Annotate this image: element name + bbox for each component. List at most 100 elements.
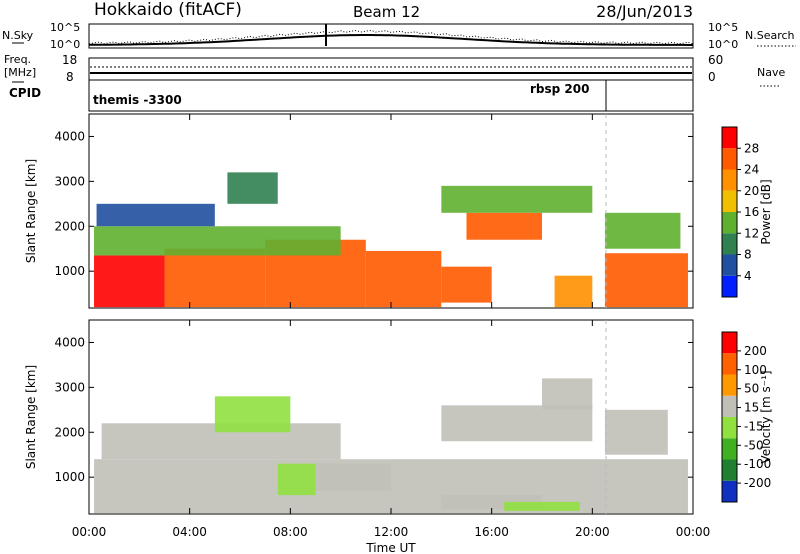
power-cell-8 [94,226,341,256]
velocity-xtick-label-0: 00:00 [72,525,107,539]
velocity-xtick-label-6: 00:00 [676,525,711,539]
velocity-cbar-label-2: 50 [744,382,759,396]
power-colorbar-blocks [722,127,737,297]
freq-frame [88,57,694,81]
velocity-cbar-label-5: -50 [744,438,764,452]
power-cell-7 [604,253,688,308]
velocity-cbar-label-0: 200 [744,344,767,358]
power-ytick-label-0: 1000 [54,264,85,278]
velocity-colorbar-label: Velocity [m s⁻¹] [759,370,773,463]
velocity-y-axis: 1000 2000 3000 4000 [54,335,693,484]
power-colorbar-ticks: 4 8 12 16 20 24 28 [737,141,759,283]
velocity-cbar-label-7: -200 [744,476,771,490]
freq-panel: Freq. [MHz] 18 8 60 0 Nave [4,53,785,87]
power-cell-1 [164,248,266,308]
velocity-ytick-label-0: 1000 [54,470,85,484]
power-cell-3 [365,250,442,308]
cpid-event-rbsp: rbsp 200 [530,82,589,96]
velocity-cell-6 [604,409,668,455]
power-cell-9 [96,203,215,227]
power-cbar-label-6: 28 [744,141,759,155]
velocity-cbar-block-7 [722,332,737,354]
nsearch-curve [88,29,694,45]
velocity-ytick-label-1: 2000 [54,425,85,439]
nsearch-tick-bottom: 10^0 [708,38,738,51]
velocity-cbar-block-6 [722,353,737,375]
power-cbar-label-4: 20 [744,184,759,198]
velocity-cell-4 [315,463,391,491]
nave-tick-top: 60 [708,53,723,67]
velocity-cbar-label-4: -15 [744,419,764,433]
velocity-cbar-block-0 [722,480,737,502]
power-cbar-label-3: 16 [744,205,759,219]
power-cell-0 [94,255,165,308]
nsky-frame [88,23,694,49]
velocity-cbar-label-1: 100 [744,363,767,377]
power-cbar-label-1: 8 [744,248,752,262]
velocity-colorbar: 200 100 50 15 -15 -50 -100 -200 Velocity [m s⁻¹… [721,331,773,503]
power-ytick-label-2: 3000 [54,174,85,188]
power-cbar-label-5: 24 [744,163,759,177]
power-y-axis: 1000 2000 3000 4000 [54,129,693,278]
velocity-cbar-block-5 [722,374,737,396]
velocity-cell-3 [277,463,316,496]
power-cell-4 [441,266,492,303]
velocity-cell-2 [441,405,593,442]
power-ylabel: Slant Range [km] [24,159,38,263]
velocity-colorbar-blocks [722,332,737,502]
freq-unit: [MHz] [4,66,36,79]
velocity-xtick-label-5: 20:00 [575,525,610,539]
power-cell-6 [554,275,593,308]
cpid-event-themis: themis -3300 [93,93,182,107]
velocity-xtick-label-2: 08:00 [273,525,308,539]
power-cbar-block-1 [722,254,737,276]
velocity-ytick-label-2: 3000 [54,380,85,394]
velocity-cbar-block-4 [722,395,737,417]
cpid-label: CPID [9,86,41,100]
freq-tick-bottom: 8 [66,70,74,84]
power-colorbar-label: Power [dB] [759,179,773,244]
cpid-panel: CPID themis -3300 rbsp 200 [9,79,694,112]
nave-label: Nave [757,66,785,79]
power-cbar-label-0: 4 [744,269,752,283]
freq-tick-top: 18 [62,53,77,67]
velocity-cell-9 [504,501,580,511]
nave-tick-bottom: 0 [708,70,716,84]
velocity-ylabel: Slant Range [km] [24,365,38,469]
power-cbar-block-3 [722,212,737,234]
power-cbar-block-2 [722,233,737,255]
nsky-panel: N.Sky 10^5 10^0 10^5 10^0 N.Search [2,21,796,51]
power-cbar-block-6 [722,148,737,170]
velocity-x-ticks: 00:00 04:00 08:00 12:00 16:00 20:00 00:00 [72,320,711,539]
power-cbar-block-4 [722,190,737,212]
power-cell-11 [227,172,278,204]
velocity-xtick-label-4: 16:00 [474,525,509,539]
beam-label: Beam 12 [353,3,420,21]
velocity-colorbar-frame [721,331,738,503]
power-cell-5 [466,212,542,240]
velocity-cbar-block-2 [722,438,737,460]
power-cell-10 [441,185,593,213]
velocity-cell-5 [542,378,593,410]
velocity-xtick-label-1: 04:00 [172,525,207,539]
power-cells [94,172,688,308]
power-cell-12 [604,212,681,249]
nsky-tick-top: 10^5 [50,21,80,34]
freq-label: Freq. [4,53,31,66]
velocity-cells [94,378,688,514]
nsky-tick-bottom: 10^0 [50,38,80,51]
nsky-curve [89,34,693,46]
velocity-cbar-label-6: -100 [744,457,771,471]
nsky-label: N.Sky [2,29,34,42]
power-panel: 1000 2000 3000 4000 Slant Range [km] [24,113,694,309]
velocity-cbar-block-1 [722,459,737,481]
power-x-ticks [88,114,694,308]
power-cbar-block-0 [722,275,737,297]
nsearch-label: N.Search [745,29,795,42]
power-cbar-label-2: 12 [744,226,759,240]
power-cbar-block-5 [722,169,737,191]
velocity-cbar-block-3 [722,417,737,439]
station-title: Hokkaido (fitACF) [94,0,242,20]
